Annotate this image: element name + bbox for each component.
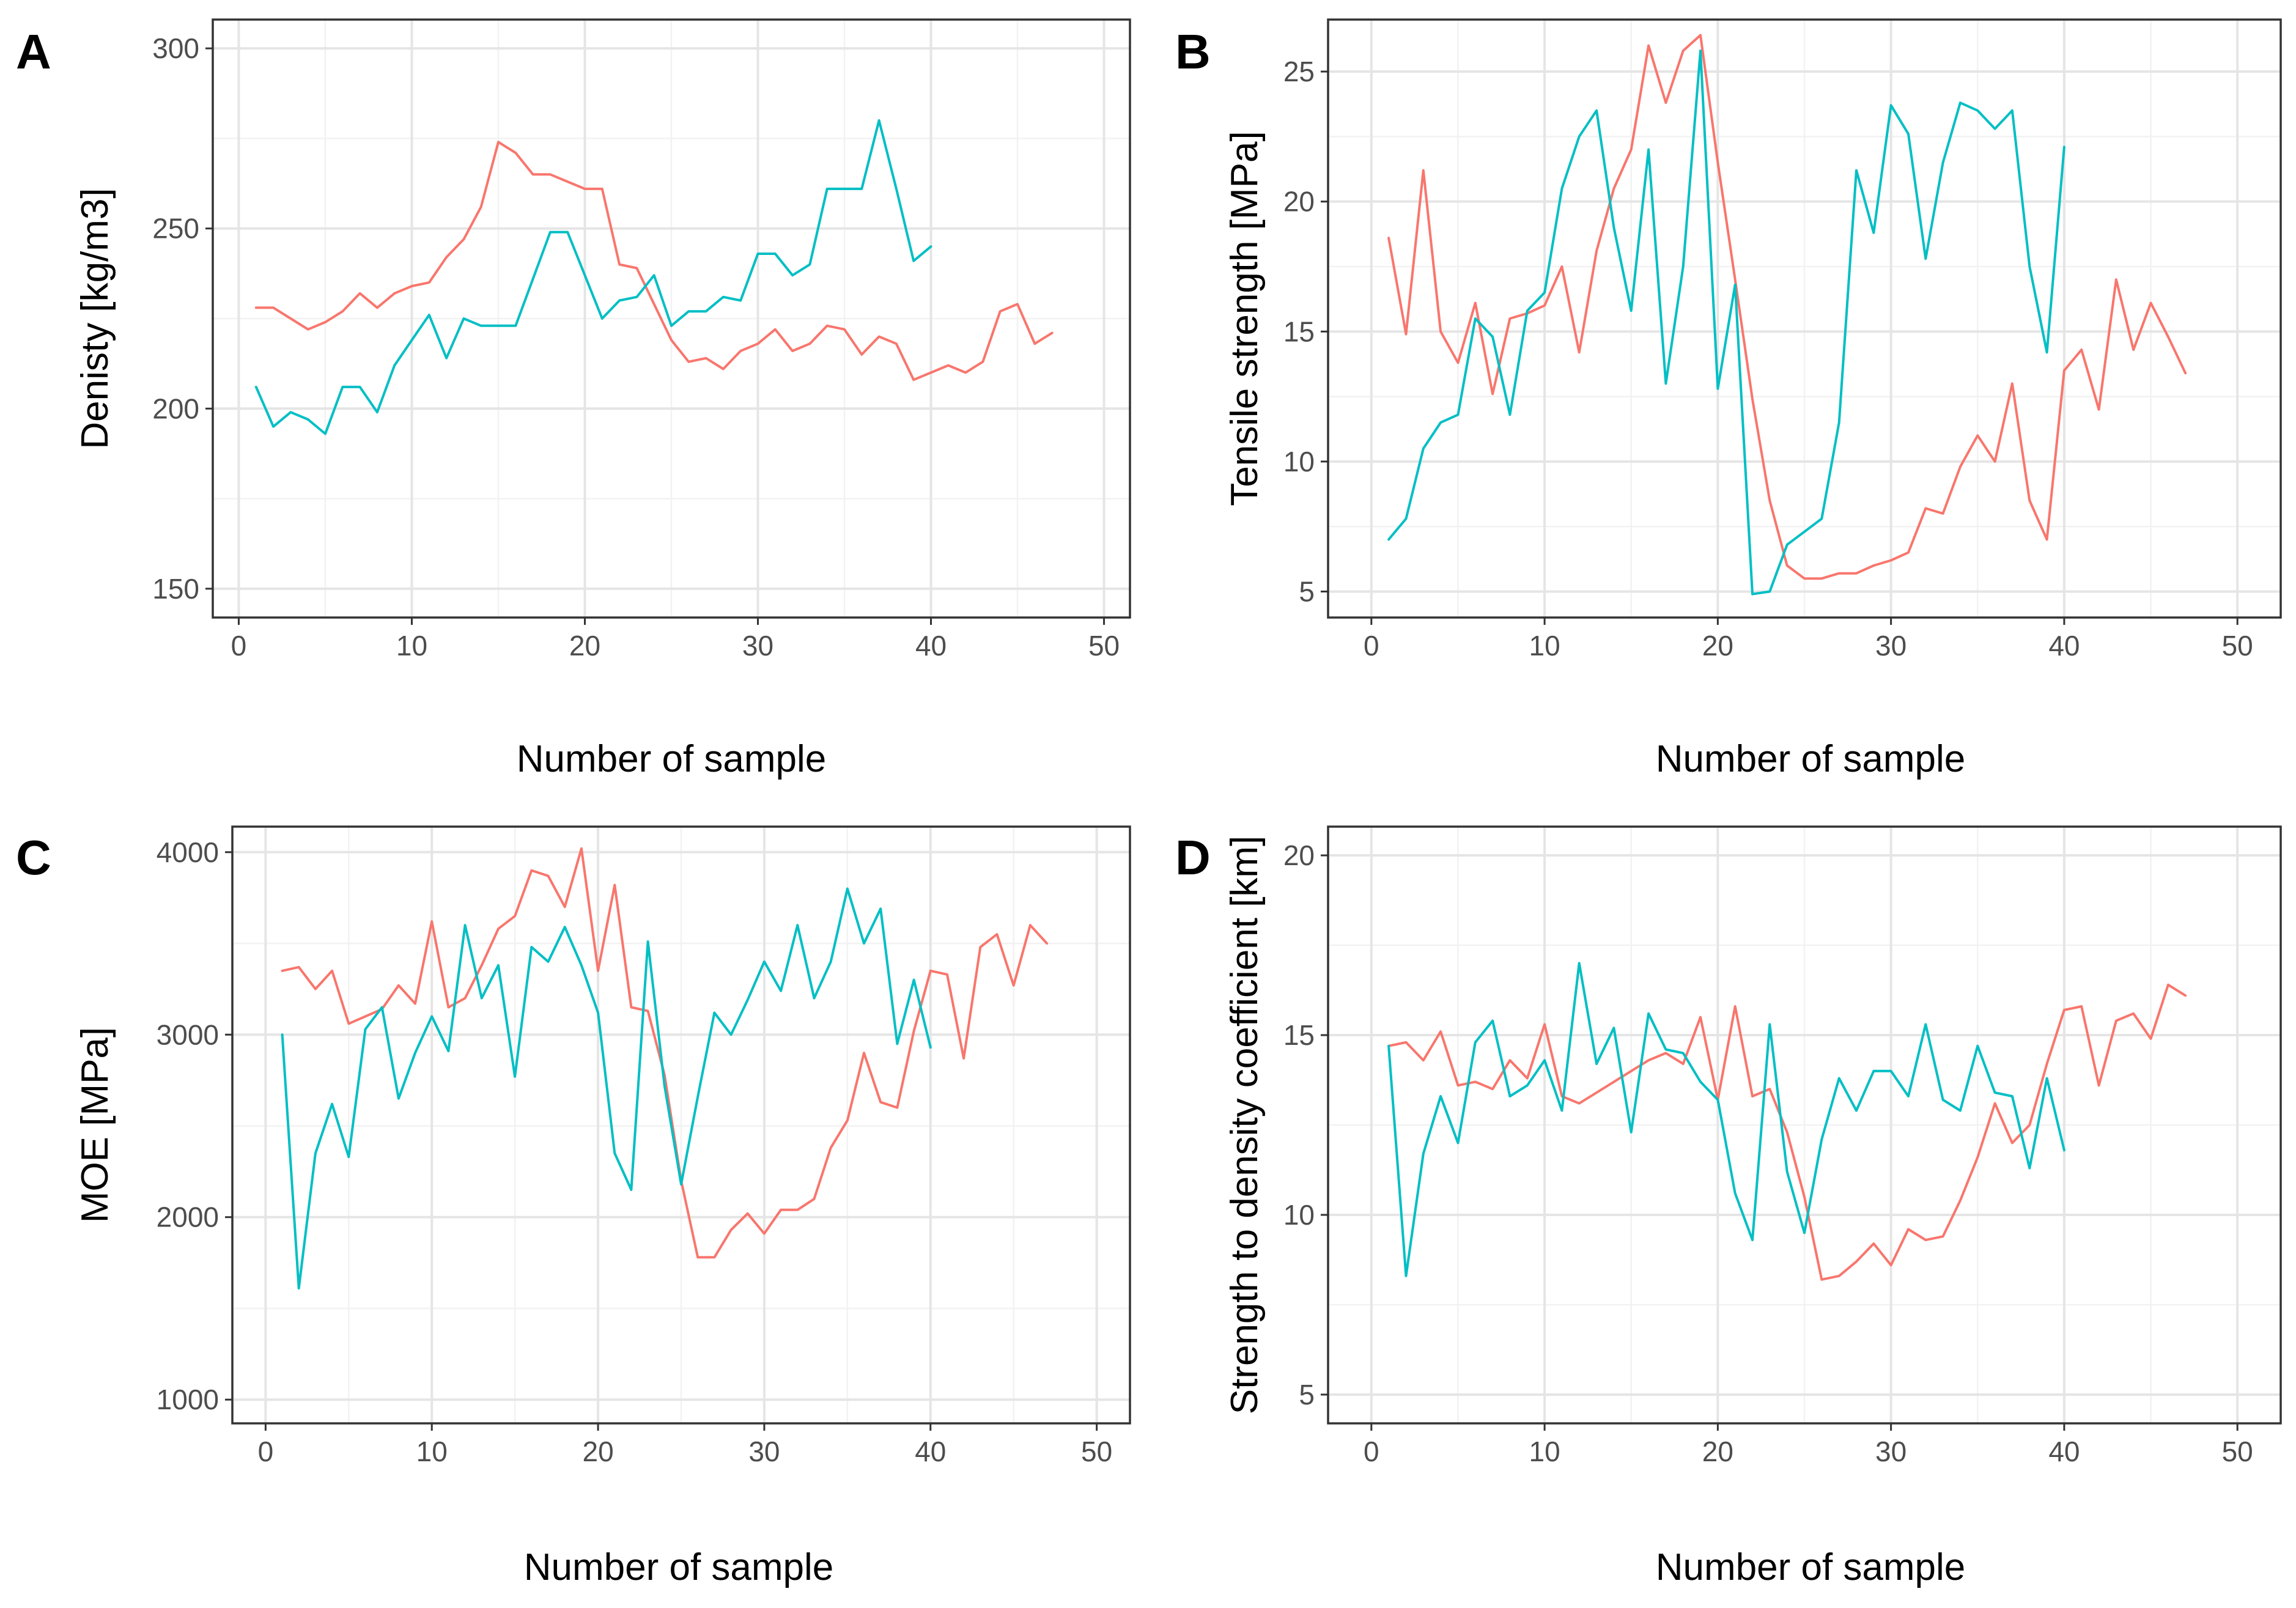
panel-c-x-tick-label: 20 (582, 1436, 613, 1467)
panel-d-x-tick-label: 20 (1702, 1436, 1733, 1467)
panel-c-lines (281, 847, 1049, 1290)
panel-label-c: C (16, 830, 51, 885)
panel-a-x-tick-label: 50 (1088, 630, 1120, 662)
panel-c-x-tick-label: 0 (258, 1436, 274, 1467)
panel-d-x-tick-label: 10 (1529, 1436, 1560, 1467)
panel-a-grid (213, 20, 1130, 618)
panel-a-x-tick-label: 20 (569, 630, 600, 662)
panel-a-plot-frame (212, 18, 1131, 619)
panel-a-ticks: 0 10 20 30 40 50 150 200 250 300 (152, 32, 1120, 662)
panel-a-y-tick-label: 150 (152, 573, 199, 605)
panel-label-d: D (1175, 830, 1211, 885)
panel-b-y-tick-label: 20 (1283, 186, 1315, 218)
panel-c-y-axis-title: MOE [MPa] (74, 1027, 116, 1223)
panel-d-x-tick-label: 50 (2222, 1436, 2253, 1467)
panel-a-x-axis-title: Number of sample (517, 738, 827, 780)
panel-d-series2-line (1387, 962, 2065, 1277)
panel-b-y-tick-label: 25 (1283, 56, 1315, 87)
panel-c-x-tick-label: 10 (416, 1436, 448, 1467)
panel-a-series1-line (254, 141, 1054, 382)
panel-c-x-tick-label: 50 (1081, 1436, 1112, 1467)
panel-c-ticks: 0 10 20 30 40 50 1000 2000 3000 4000 (157, 836, 1113, 1467)
panel-b-y-tick-label: 5 (1299, 575, 1315, 607)
panel-a-x-tick-label: 10 (396, 630, 427, 662)
panel-a-series2-line (254, 119, 932, 435)
panel-d: D 0 10 20 30 40 50 5 10 15 20 Number of sample St… (1175, 825, 2282, 1588)
panel-c-y-tick-label: 2000 (157, 1201, 219, 1233)
panel-c-series2-line (281, 887, 932, 1290)
panel-a-x-tick-label: 0 (231, 630, 247, 662)
panel-b-x-tick-label: 40 (2048, 630, 2080, 662)
panel-d-grid (1328, 827, 2281, 1423)
panel-b-y-tick-label: 15 (1283, 315, 1315, 347)
panel-d-y-tick-label: 20 (1283, 839, 1315, 871)
panel-d-y-tick-label: 15 (1283, 1019, 1315, 1051)
panel-a-y-tick-label: 200 (152, 393, 199, 424)
panel-a-y-axis-title: Denisty [kg/m3] (74, 188, 116, 449)
panel-c: C 0 10 20 30 40 50 1000 2000 3000 4000 Number of … (16, 825, 1131, 1588)
panel-b-x-tick-label: 20 (1702, 630, 1733, 662)
panel-d-x-tick-label: 30 (1875, 1436, 1907, 1467)
panel-b-plot-frame (1327, 18, 2282, 619)
panel-a-y-tick-label: 300 (152, 32, 199, 64)
panel-b-x-tick-label: 30 (1875, 630, 1907, 662)
panel-b-ticks: 0 10 20 30 40 50 5 10 15 20 25 (1283, 56, 2253, 662)
panel-d-plot-frame (1327, 825, 2282, 1425)
panel-a-x-tick-label: 40 (915, 630, 947, 662)
panel-d-x-tick-label: 40 (2048, 1436, 2080, 1467)
panel-a: A 0 10 20 30 40 50 150 200 250 300 Number of samp… (16, 18, 1131, 780)
panel-c-y-tick-label: 3000 (157, 1019, 219, 1050)
panel-c-plot-frame (231, 825, 1131, 1425)
panel-c-y-tick-label: 1000 (157, 1384, 219, 1415)
panel-d-y-tick-label: 10 (1283, 1199, 1315, 1231)
panel-label-a: A (16, 24, 51, 79)
panel-b-x-tick-label: 0 (1364, 630, 1379, 662)
panel-c-x-axis-title: Number of sample (524, 1546, 834, 1588)
panel-c-x-tick-label: 30 (748, 1436, 780, 1467)
panel-b-x-axis-title: Number of sample (1656, 738, 1966, 780)
panel-a-x-tick-label: 30 (742, 630, 773, 662)
panel-d-x-tick-label: 0 (1364, 1436, 1379, 1467)
panel-d-x-axis-title: Number of sample (1656, 1546, 1966, 1588)
panel-b-x-tick-label: 10 (1529, 630, 1560, 662)
panel-a-lines (254, 119, 1054, 435)
panel-c-series1-line (281, 847, 1049, 1259)
panel-d-y-tick-label: 5 (1299, 1379, 1315, 1411)
panel-label-b: B (1175, 24, 1211, 79)
panel-b-y-tick-label: 10 (1283, 446, 1315, 478)
panel-c-grid (232, 827, 1130, 1423)
panel-c-y-tick-label: 4000 (157, 836, 219, 868)
panel-b-y-axis-title: Tensile strength [MPa] (1224, 131, 1266, 506)
panel-d-y-axis-title: Strength to density coefficient [km] (1224, 836, 1266, 1415)
panel-a-y-tick-label: 250 (152, 213, 199, 245)
panel-c-x-tick-label: 40 (915, 1436, 946, 1467)
panel-b-lines (1387, 34, 2187, 596)
panel-b-series1-line (1387, 34, 2187, 580)
panel-b-grid (1328, 20, 2281, 618)
panel-b-x-tick-label: 50 (2222, 630, 2253, 662)
panel-b-series2-line (1387, 50, 2065, 596)
panel-d-lines (1387, 962, 2187, 1281)
panel-d-ticks: 0 10 20 30 40 50 5 10 15 20 (1283, 839, 2253, 1467)
panel-d-series1-line (1387, 983, 2187, 1281)
